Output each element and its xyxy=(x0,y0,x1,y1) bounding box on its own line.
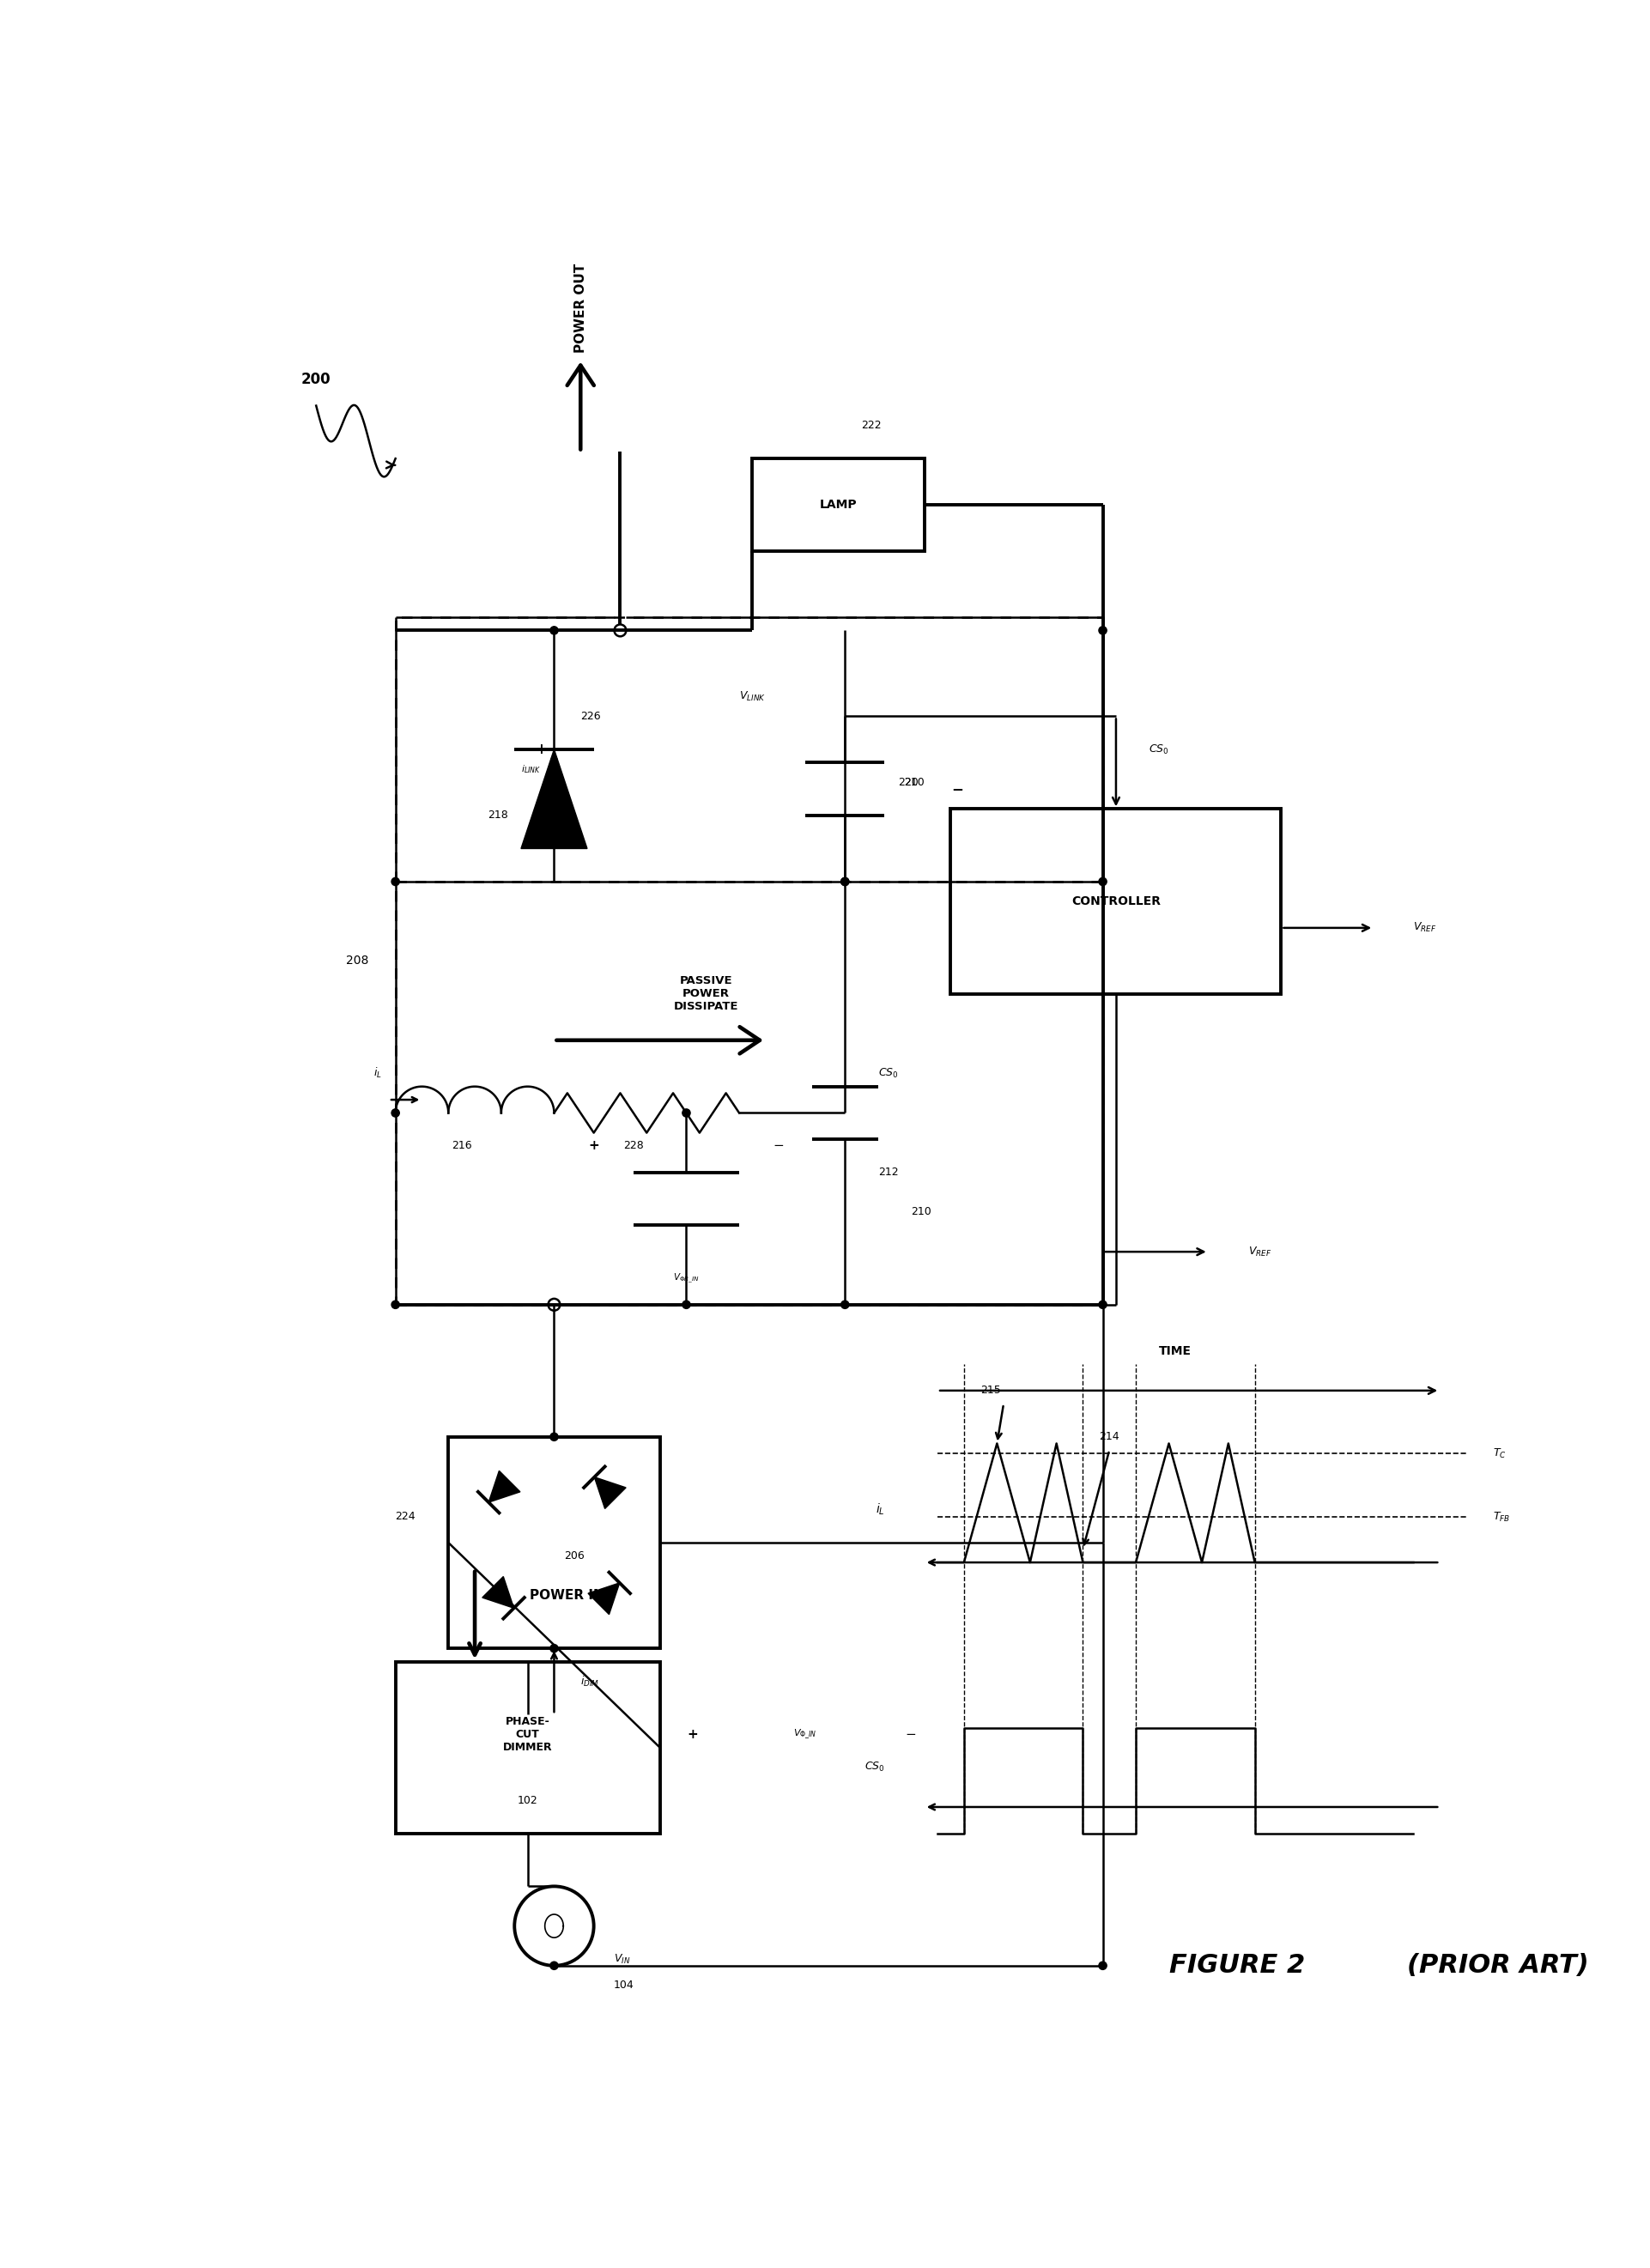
Circle shape xyxy=(549,1962,558,1969)
Text: 226: 226 xyxy=(581,710,601,721)
Text: LAMP: LAMP xyxy=(820,499,856,510)
Text: 200: 200 xyxy=(302,372,332,388)
Text: 210: 210 xyxy=(904,778,924,787)
Text: $T_C$: $T_C$ xyxy=(1493,1447,1506,1461)
Text: $CS_0$: $CS_0$ xyxy=(865,1760,884,1774)
Text: 216: 216 xyxy=(452,1141,472,1152)
Bar xyxy=(752,458,924,551)
Text: TIME: TIME xyxy=(1160,1345,1191,1356)
Polygon shape xyxy=(587,1583,620,1615)
Text: $CS_0$: $CS_0$ xyxy=(878,1066,898,1080)
Text: $V_{\Phi R\_IN}$: $V_{\Phi R\_IN}$ xyxy=(673,1272,700,1284)
Text: +: + xyxy=(535,742,546,758)
Text: −: − xyxy=(952,782,964,796)
Text: 210: 210 xyxy=(911,1207,932,1218)
Circle shape xyxy=(842,878,850,885)
Circle shape xyxy=(1099,1962,1107,1969)
Circle shape xyxy=(683,1300,690,1309)
Text: 208: 208 xyxy=(346,955,370,966)
Text: −: − xyxy=(774,1139,784,1152)
Text: 206: 206 xyxy=(564,1551,584,1560)
Text: $i_L$: $i_L$ xyxy=(876,1501,884,1517)
Text: $i_L$: $i_L$ xyxy=(375,1066,383,1080)
Text: $V_{\Phi\_IN}$: $V_{\Phi\_IN}$ xyxy=(794,1728,817,1742)
Text: +: + xyxy=(688,1728,698,1742)
Text: 228: 228 xyxy=(624,1141,644,1152)
Text: 218: 218 xyxy=(487,810,508,821)
Bar xyxy=(396,617,1102,1304)
Circle shape xyxy=(549,1433,558,1440)
Circle shape xyxy=(842,1300,850,1309)
Text: 220: 220 xyxy=(898,778,919,787)
Text: 104: 104 xyxy=(614,1980,634,1991)
Circle shape xyxy=(1099,1300,1107,1309)
Text: POWER IN: POWER IN xyxy=(530,1590,604,1601)
Polygon shape xyxy=(521,748,587,848)
Text: 215: 215 xyxy=(980,1386,1000,1397)
Text: PASSIVE
POWER
DISSIPATE: PASSIVE POWER DISSIPATE xyxy=(673,975,739,1012)
Text: 102: 102 xyxy=(518,1794,538,1805)
Circle shape xyxy=(683,1109,690,1116)
Text: 224: 224 xyxy=(394,1510,416,1522)
Text: +: + xyxy=(589,1139,599,1152)
Bar xyxy=(950,810,1282,993)
Circle shape xyxy=(391,1300,399,1309)
Circle shape xyxy=(549,626,558,635)
Polygon shape xyxy=(594,1476,625,1508)
Text: POWER OUT: POWER OUT xyxy=(574,263,587,354)
Text: (PRIOR ART): (PRIOR ART) xyxy=(1407,1953,1589,1978)
Circle shape xyxy=(842,878,850,885)
Polygon shape xyxy=(488,1470,520,1501)
Text: −: − xyxy=(906,1728,916,1742)
Text: $i_{LINK}$: $i_{LINK}$ xyxy=(521,764,541,776)
Bar xyxy=(449,1438,660,1649)
Text: $CS_0$: $CS_0$ xyxy=(1148,744,1170,755)
Text: 214: 214 xyxy=(1099,1431,1119,1442)
Text: PHASE-
CUT
DIMMER: PHASE- CUT DIMMER xyxy=(503,1717,553,1753)
Circle shape xyxy=(1099,626,1107,635)
Circle shape xyxy=(391,878,399,885)
Text: CONTROLLER: CONTROLLER xyxy=(1071,896,1160,907)
Circle shape xyxy=(391,1109,399,1116)
Text: 212: 212 xyxy=(878,1166,898,1177)
Text: $V_{IN}$: $V_{IN}$ xyxy=(614,1953,630,1966)
Polygon shape xyxy=(482,1576,513,1608)
Text: $i_{DIM}$: $i_{DIM}$ xyxy=(581,1674,599,1687)
Circle shape xyxy=(1099,878,1107,885)
Text: $V_{LINK}$: $V_{LINK}$ xyxy=(739,689,766,703)
Text: 222: 222 xyxy=(861,420,881,431)
Text: $T_{FB}$: $T_{FB}$ xyxy=(1493,1510,1510,1524)
Text: $V_{REF}$: $V_{REF}$ xyxy=(1414,921,1437,934)
Bar xyxy=(396,1662,660,1833)
Text: FIGURE 2: FIGURE 2 xyxy=(1168,1953,1305,1978)
Circle shape xyxy=(549,1644,558,1653)
Text: $V_{REF}$: $V_{REF}$ xyxy=(1247,1245,1272,1259)
